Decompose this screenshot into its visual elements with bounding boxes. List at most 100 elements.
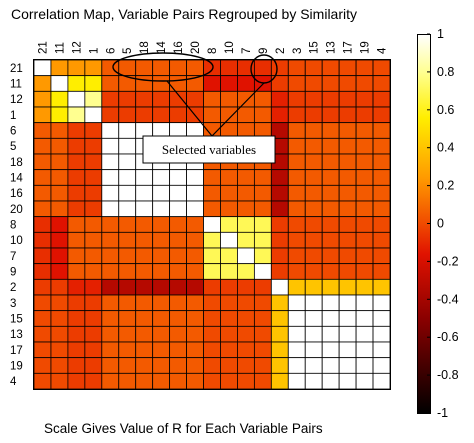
heatmap-cell — [152, 216, 171, 233]
heatmap-cell — [33, 310, 52, 327]
heatmap-cell — [186, 184, 204, 202]
heatmap-cell — [186, 263, 204, 280]
x-tick-label: 1 — [88, 48, 100, 54]
heatmap-cell — [50, 372, 69, 390]
heatmap-cell — [338, 122, 357, 139]
x-tick-label: 10 — [224, 41, 236, 54]
heatmap-cell — [237, 200, 255, 218]
heatmap-cell — [152, 294, 171, 312]
heatmap-cell — [50, 357, 69, 374]
y-tick-label: 5 — [10, 141, 16, 153]
heatmap-cell — [220, 341, 238, 359]
heatmap-cell — [101, 153, 120, 171]
heatmap-cell — [135, 106, 154, 124]
heatmap-cell — [237, 231, 255, 249]
heatmap-cell — [152, 106, 171, 124]
heatmap-cell — [237, 325, 255, 343]
heatmap-cell — [135, 325, 154, 343]
heatmap-cell — [84, 372, 103, 390]
heatmap-cell — [33, 341, 52, 359]
heatmap-cell — [67, 372, 86, 390]
heatmap-cell — [203, 278, 221, 296]
heatmap-cell — [84, 357, 103, 374]
heatmap-cell — [169, 106, 187, 124]
heatmap-cell — [270, 294, 289, 312]
colorbar-tick-label: 1 — [437, 27, 444, 41]
heatmap-cell — [270, 231, 289, 249]
colorbar-tick-label: 0 — [437, 217, 444, 231]
heatmap-cell — [321, 153, 340, 171]
heatmap-cell — [304, 231, 323, 249]
heatmap-cell — [84, 90, 103, 108]
heatmap-cell — [67, 341, 86, 359]
heatmap-cell — [169, 263, 187, 280]
heatmap-cell — [152, 231, 171, 249]
colorbar — [417, 34, 431, 414]
heatmap-cell — [186, 278, 204, 296]
x-tick-label: 9 — [258, 48, 270, 54]
heatmap-cell — [237, 278, 255, 296]
heatmap-cell — [67, 169, 86, 186]
y-tick-label: 8 — [10, 220, 16, 232]
heatmap-cell — [355, 372, 374, 390]
heatmap-cell — [84, 200, 103, 218]
heatmap-cell — [101, 90, 120, 108]
y-tick-label: 15 — [10, 314, 23, 326]
heatmap-cell — [237, 216, 255, 233]
heatmap-cell — [270, 90, 289, 108]
heatmap-cell — [152, 184, 171, 202]
heatmap-cell — [152, 357, 171, 374]
heatmap-cell — [33, 200, 52, 218]
heatmap-cell — [186, 216, 204, 233]
heatmap-cell — [101, 247, 120, 265]
heatmap-cell — [355, 122, 374, 139]
heatmap-cell — [287, 169, 306, 186]
y-tick-label: 1 — [10, 110, 16, 122]
y-tick-label: 21 — [10, 63, 23, 75]
heatmap-cell — [372, 263, 391, 280]
heatmap-cell — [372, 325, 391, 343]
heatmap-cell — [152, 278, 171, 296]
heatmap-cell — [101, 169, 120, 186]
heatmap-cell — [338, 263, 357, 280]
heatmap-cell — [118, 90, 137, 108]
x-tick-label: 19 — [360, 41, 372, 54]
heatmap-cell — [118, 122, 137, 139]
heatmap-cell — [203, 310, 221, 327]
heatmap-cell — [304, 247, 323, 265]
heatmap-cell — [355, 90, 374, 108]
heatmap-cell — [84, 278, 103, 296]
heatmap-cell — [203, 169, 221, 186]
heatmap-cell — [101, 278, 120, 296]
heatmap-cell — [169, 325, 187, 343]
heatmap-cell — [304, 169, 323, 186]
heatmap-cell — [152, 310, 171, 327]
heatmap-cell — [118, 231, 137, 249]
heatmap-cell — [33, 372, 52, 390]
heatmap-cell — [84, 137, 103, 155]
heatmap-cell — [33, 90, 52, 108]
heatmap-cell — [237, 90, 255, 108]
heatmap-cell — [220, 169, 238, 186]
heatmap-cell — [355, 75, 374, 92]
heatmap-cell — [287, 341, 306, 359]
heatmap-cell — [372, 341, 391, 359]
x-tick-label: 8 — [207, 48, 219, 54]
heatmap-cell — [169, 247, 187, 265]
heatmap-cell — [118, 184, 137, 202]
heatmap-cell — [203, 372, 221, 390]
heatmap-cell — [270, 325, 289, 343]
y-tick-label: 14 — [10, 173, 23, 185]
heatmap-cell — [186, 90, 204, 108]
pointer-line-2 — [211, 82, 265, 137]
heatmap-cell — [118, 200, 137, 218]
heatmap-cell — [33, 231, 52, 249]
heatmap-cell — [321, 75, 340, 92]
heatmap-cell — [270, 59, 289, 77]
heatmap-cell — [203, 59, 221, 77]
heatmap-cell — [67, 310, 86, 327]
heatmap-cell — [50, 310, 69, 327]
heatmap-cell — [355, 169, 374, 186]
heatmap-cell — [321, 372, 340, 390]
